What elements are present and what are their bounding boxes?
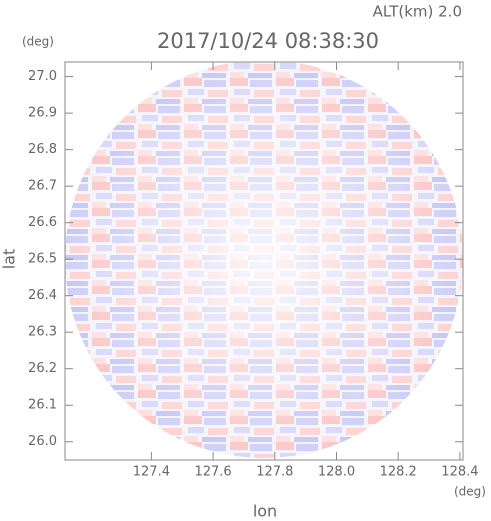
x-tick-label: 127.8 <box>256 465 293 480</box>
y-tick-label: 26.9 <box>28 106 57 121</box>
y-tick-label: 26.5 <box>28 252 57 267</box>
y-unit: (deg) <box>22 35 54 49</box>
y-tick-label: 26.3 <box>28 325 57 340</box>
y-tick-label: 27.0 <box>28 69 57 84</box>
x-unit: (deg) <box>454 485 486 499</box>
y-tick-label: 26.2 <box>28 361 57 376</box>
x-tick-label: 128.2 <box>380 465 417 480</box>
y-tick-label: 26.4 <box>28 288 57 303</box>
altitude-label: ALT(km) 2.0 <box>373 3 462 21</box>
x-tick-label: 127.6 <box>194 465 231 480</box>
y-tick-label: 26.1 <box>28 398 57 413</box>
x-tick-label: 128.0 <box>318 465 355 480</box>
y-tick-label: 26.7 <box>28 179 57 194</box>
y-tick-label: 26.0 <box>28 434 57 449</box>
radar-field <box>65 62 463 458</box>
x-tick-label: 128.4 <box>441 465 478 480</box>
y-tick-label: 26.8 <box>28 142 57 157</box>
x-tick-label: 127.4 <box>133 465 170 480</box>
x-axis-label: lon <box>253 502 277 521</box>
y-axis-label: lat <box>0 249 19 270</box>
y-tick-label: 26.6 <box>28 215 57 230</box>
chart-title: 2017/10/24 08:38:30 <box>157 29 379 53</box>
plot-frame <box>64 61 464 461</box>
